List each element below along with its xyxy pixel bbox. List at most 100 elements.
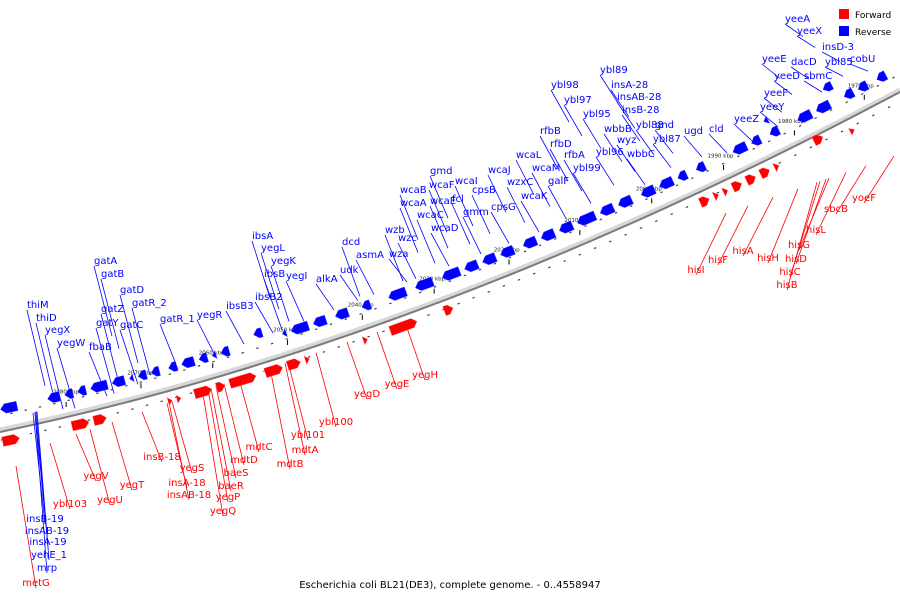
gene-label[interactable]: ybl95	[583, 109, 611, 120]
gene-label[interactable]: thiD	[36, 313, 57, 324]
gene-label[interactable]: mdtD	[230, 455, 258, 466]
gene-label[interactable]: yegS	[180, 463, 205, 474]
gene-label[interactable]: wcaC	[417, 210, 444, 221]
gene-label[interactable]: ybl89	[600, 65, 628, 76]
gene-label[interactable]: yegP	[216, 492, 240, 503]
gene-label[interactable]: wcaB	[400, 185, 427, 196]
gene-label[interactable]: mdtB	[277, 459, 304, 470]
gene-label[interactable]: gatB	[101, 269, 124, 280]
gene-label[interactable]: wcaJ	[488, 165, 511, 176]
gene-label[interactable]: ybl98	[551, 80, 579, 91]
gene-label[interactable]: wcaA	[400, 198, 427, 209]
gene-label[interactable]: fcl	[452, 194, 464, 205]
gene-label[interactable]: ybl99	[573, 163, 601, 174]
gene-label[interactable]: sbmC	[804, 71, 832, 82]
gene-label[interactable]: hisC	[779, 267, 800, 278]
gene-label[interactable]: baeR	[218, 481, 244, 492]
gene-label[interactable]: ibsB3	[226, 301, 254, 312]
gene-label[interactable]: yegE	[385, 379, 410, 390]
gene-label[interactable]: insB-28	[622, 105, 660, 116]
gene-label[interactable]: ibsB2	[255, 292, 283, 303]
gene-label[interactable]: udk	[340, 265, 359, 276]
gene-label[interactable]: mdtC	[246, 442, 273, 453]
gene-label[interactable]: insA-19	[29, 537, 66, 548]
gene-label[interactable]: hisD	[785, 254, 807, 265]
gene-label[interactable]: yegL	[261, 243, 285, 254]
gene-label[interactable]: yegU	[97, 495, 123, 506]
gene-label[interactable]: gatC	[120, 320, 143, 331]
gene-label[interactable]: hisG	[788, 240, 810, 251]
gene-label[interactable]: hisA	[732, 246, 753, 257]
gene-label[interactable]: wzc	[398, 233, 417, 244]
gene-label[interactable]: ybl97	[564, 95, 592, 106]
gene-label[interactable]: wcaF	[429, 180, 455, 191]
gene-label[interactable]: rfbA	[564, 150, 585, 161]
gene-label[interactable]: ibsA	[252, 231, 273, 242]
gene-label[interactable]: thiM	[27, 300, 49, 311]
gene-label[interactable]: yegV	[83, 471, 108, 482]
gene-label[interactable]: yegK	[271, 256, 296, 267]
gene-label[interactable]: ybl87	[653, 134, 681, 145]
gene-label[interactable]: wcaM	[532, 163, 560, 174]
gene-label[interactable]: wza	[389, 249, 409, 260]
gene-label[interactable]: mdtA	[292, 445, 319, 456]
gene-label[interactable]: insB-19	[26, 514, 64, 525]
gene-label[interactable]: insAB-28	[617, 92, 661, 103]
gene-label[interactable]: wbbB	[604, 124, 632, 135]
gene-label[interactable]: dacD	[791, 57, 817, 68]
gene-label[interactable]: gnd	[655, 120, 674, 131]
gene-label[interactable]: asmA	[356, 250, 384, 261]
gene-label[interactable]: rfbD	[550, 139, 572, 150]
gene-label[interactable]: fbaB	[89, 342, 112, 353]
gene-label[interactable]: gatR_1	[160, 314, 195, 325]
gene-label[interactable]: yegW	[57, 338, 85, 349]
gene-label[interactable]: baeS	[224, 468, 249, 479]
gene-label[interactable]: yegI	[286, 271, 307, 282]
gene-label[interactable]: gatR_2	[132, 298, 167, 309]
gene-label[interactable]: hisH	[757, 253, 779, 264]
gene-label[interactable]: cld	[709, 124, 724, 135]
gene-label[interactable]: gmm	[463, 207, 489, 218]
gene-label[interactable]: mrp	[37, 563, 57, 574]
gene-label[interactable]: yoeF	[852, 193, 876, 204]
gene-label[interactable]: wcaK	[521, 191, 548, 202]
gene-label[interactable]: yeeX	[797, 26, 822, 37]
gene-label[interactable]: ibsB	[264, 269, 285, 280]
gene-label[interactable]: gatY	[96, 318, 119, 329]
gene-label[interactable]: yegX	[45, 325, 70, 336]
gene-label[interactable]: insA-28	[611, 80, 648, 91]
gene-label[interactable]: ugd	[684, 126, 703, 137]
gene-label[interactable]: yegT	[120, 480, 145, 491]
gene-label[interactable]: yegD	[354, 389, 380, 400]
gene-label[interactable]: ybl100	[319, 417, 353, 428]
gene-label[interactable]: wcaD	[431, 223, 459, 234]
gene-label[interactable]: yeeZ	[734, 114, 759, 125]
gene-label[interactable]: gatD	[120, 285, 144, 296]
gene-label[interactable]: insAB-19	[25, 526, 69, 537]
gene-label[interactable]: cpsG	[491, 202, 516, 213]
gene-label[interactable]: ybl96	[596, 147, 624, 158]
gene-label[interactable]: yeeY	[760, 102, 785, 113]
gene-label[interactable]: dcd	[342, 237, 360, 248]
gene-label[interactable]: hisI	[687, 265, 704, 276]
gene-label[interactable]: wzxC	[507, 177, 533, 188]
gene-label[interactable]: yeeE	[762, 54, 787, 65]
gene-label[interactable]: ybl85	[825, 57, 853, 68]
gene-label[interactable]: ybl101	[291, 430, 325, 441]
gene-label[interactable]: insA-18	[168, 478, 205, 489]
gene-label[interactable]: insD-3	[822, 42, 854, 53]
gene-label[interactable]: alkA	[316, 274, 338, 285]
gene-label[interactable]: yegQ	[210, 506, 236, 517]
gene-label[interactable]: sbcB	[824, 204, 848, 215]
gene-label[interactable]: gmd	[430, 166, 452, 177]
gene-label[interactable]: insB-18	[143, 452, 181, 463]
gene-label[interactable]: galF	[548, 176, 569, 187]
gene-label[interactable]: metG	[22, 578, 50, 589]
gene-label[interactable]: yeeA	[785, 14, 810, 25]
gene-label[interactable]: yeeD	[774, 71, 800, 82]
gene-label[interactable]: wyz	[617, 135, 636, 146]
gene-label[interactable]: yehE_1	[31, 550, 67, 561]
gene-label[interactable]: ybl103	[53, 499, 87, 510]
gene-label[interactable]: wbbC	[627, 149, 655, 160]
gene-label[interactable]: hisL	[806, 225, 826, 236]
